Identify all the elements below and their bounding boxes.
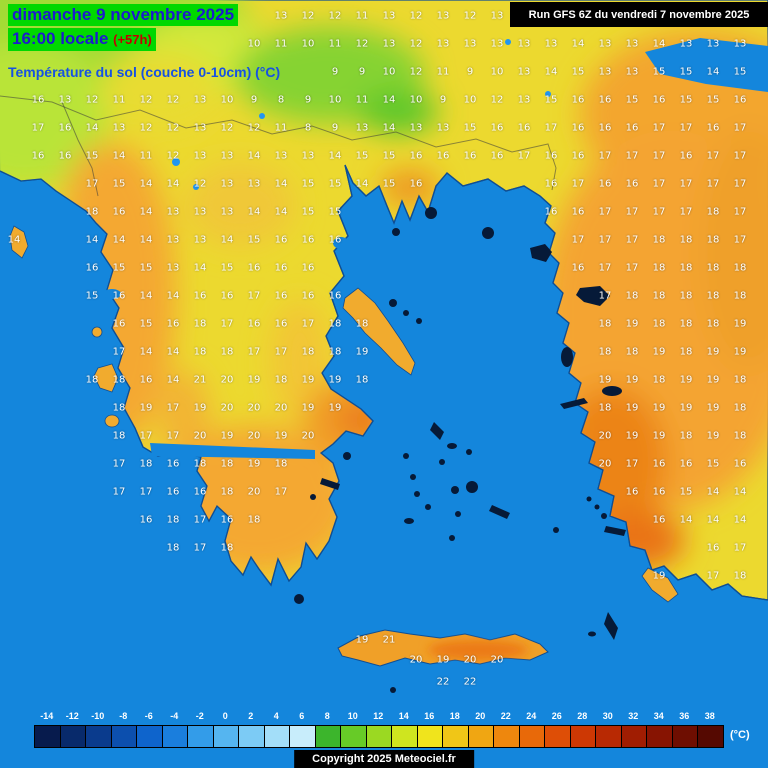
- colorbar-segment: [86, 726, 112, 747]
- colorbar-segment: [647, 726, 673, 747]
- colorbar-tick-label: 22: [500, 711, 511, 721]
- colorbar-segment: [443, 726, 469, 747]
- colorbar-segment: [111, 726, 137, 747]
- colorbar-segment: [315, 726, 341, 747]
- colorbar-tick-label: 16: [424, 711, 435, 721]
- lakes: [172, 39, 551, 190]
- island-crete: [337, 629, 549, 667]
- forecast-offset: (+57h): [113, 32, 152, 47]
- island-evia: [342, 287, 416, 376]
- run-info-label: Run GFS 6Z du vendredi 7 novembre 2025: [528, 8, 750, 21]
- colorbar-segment: [60, 726, 86, 747]
- colorbar-tick-label: 20: [475, 711, 486, 721]
- island-kefalonia: [93, 363, 119, 393]
- island-rhodes: [641, 567, 679, 603]
- colorbar-segment: [35, 726, 61, 747]
- island-lefkada: [91, 326, 103, 338]
- colorbar-tick-label: 18: [449, 711, 460, 721]
- copyright-badge: Copyright 2025 Meteociel.fr: [294, 750, 474, 768]
- colorbar-segment: [468, 726, 494, 747]
- island-zakynthos: [104, 414, 120, 428]
- colorbar-segment: [698, 726, 723, 747]
- colorbar-tick-label: 26: [551, 711, 562, 721]
- colorbar-segment: [290, 726, 316, 747]
- colorbar-tick-label: -8: [119, 711, 128, 721]
- colorbar-tick-label: 4: [273, 711, 279, 721]
- colorbar-segment: [188, 726, 214, 747]
- colorbar-tick-label: 10: [347, 711, 358, 721]
- colorbar-segment: [213, 726, 239, 747]
- colorbar-tick-label: 0: [222, 711, 228, 721]
- colorbar-unit: (°C): [730, 729, 750, 741]
- colorbar-segment: [264, 726, 290, 747]
- country-borders: [0, 95, 557, 197]
- colorbar-segment: [366, 726, 392, 747]
- colorbar-segment: [494, 726, 520, 747]
- colorbar-tick-label: -4: [170, 711, 179, 721]
- island-corfu: [9, 225, 29, 259]
- run-info-box: Run GFS 6Z du vendredi 7 novembre 2025: [510, 2, 768, 27]
- colorbar-segment: [621, 726, 647, 747]
- colorbar-segment: [137, 726, 163, 747]
- colorbar-segment: [545, 726, 571, 747]
- colorbar-tick-label: 30: [602, 711, 613, 721]
- colorbar-tick-label: 12: [373, 711, 384, 721]
- sea-inlets: [103, 38, 768, 459]
- colorbar-tick-label: 2: [248, 711, 254, 721]
- colorbar-segment: [596, 726, 622, 747]
- colorbar-segment: [341, 726, 367, 747]
- islands-warm: [9, 225, 679, 603]
- colorbar-segment: [392, 726, 418, 747]
- colorbar-tick-label: -12: [65, 711, 79, 721]
- forecast-time-label: 16:00 locale: [12, 29, 109, 48]
- colorbar-tick-label: 24: [526, 711, 537, 721]
- colorbar-tick-label: -2: [195, 711, 204, 721]
- colorbar-tick-label: -14: [40, 711, 54, 721]
- colorbar-tick-label: -6: [144, 711, 153, 721]
- map-subtitle: Température du sol (couche 0-10cm) (°C): [8, 64, 281, 80]
- colorbar-tick-label: -10: [91, 711, 105, 721]
- colorbar-tick-label: 6: [299, 711, 305, 721]
- colorbar-tick-label: 28: [577, 711, 588, 721]
- colorbar-segment: [519, 726, 545, 747]
- forecast-date: dimanche 9 novembre 2025: [8, 4, 239, 26]
- colorbar-tick-label: 38: [704, 711, 715, 721]
- colorbar: [34, 725, 724, 748]
- colorbar-tick-label: 14: [398, 711, 409, 721]
- copyright-text: Copyright 2025 Meteociel.fr: [312, 753, 456, 765]
- islands-cool: [294, 207, 626, 693]
- colorbar-segment: [162, 726, 188, 747]
- colorbar-segment: [570, 726, 596, 747]
- colorbar-segment: [417, 726, 443, 747]
- colorbar-segment: [672, 726, 698, 747]
- colorbar-tick-label: 34: [653, 711, 664, 721]
- forecast-time: 16:00 locale (+57h): [8, 28, 156, 51]
- colorbar-labels: -14 -12 -10 -8 -6 -4 -2 0 2 4 6 8 10 12 14 16 18 20 22 24 26…: [34, 711, 723, 721]
- colorbar-segment: [239, 726, 265, 747]
- colorbar-tick-label: 32: [628, 711, 639, 721]
- colorbar-tick-label: 36: [679, 711, 690, 721]
- colorbar-tick-label: 8: [324, 711, 330, 721]
